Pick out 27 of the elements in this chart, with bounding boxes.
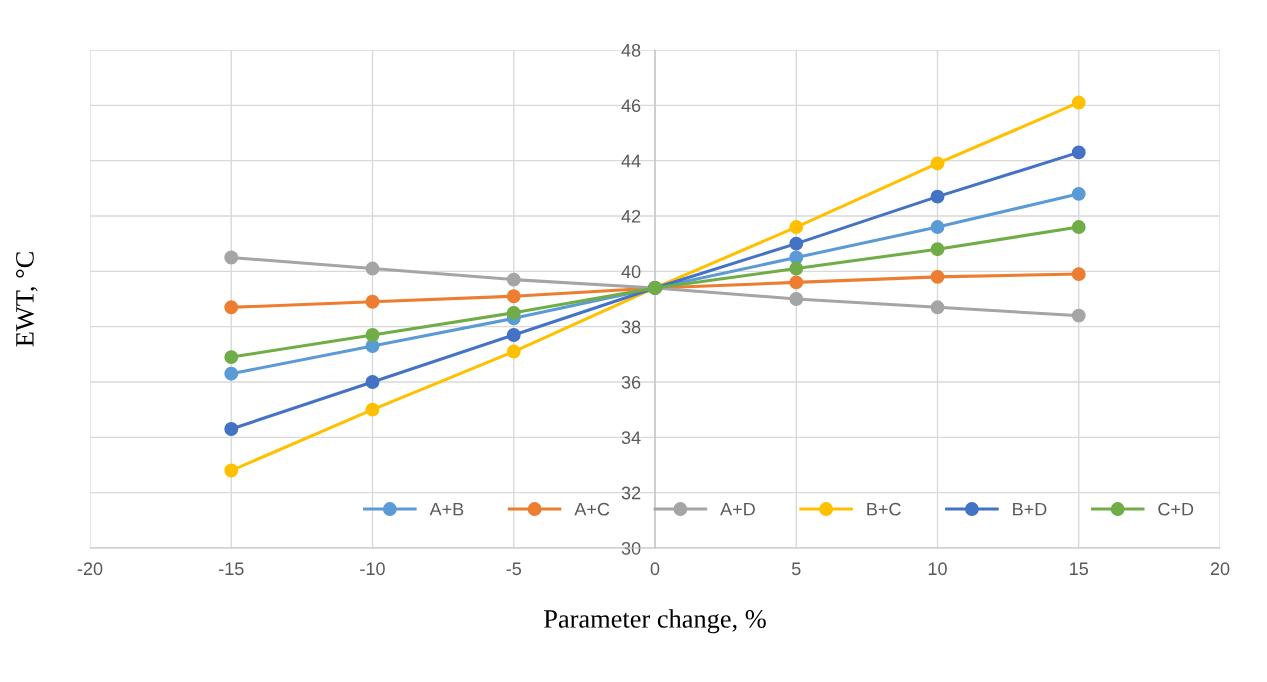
x-tick-label: -20 [77,562,103,576]
x-tick-label: 5 [791,562,801,576]
legend-label: C+D [1158,502,1194,516]
y-tick-label: 46 [621,99,641,113]
legend-label: A+B [429,502,464,516]
legend-label: B+C [867,502,901,516]
x-tick-label: -5 [506,562,522,576]
x-tick-label: 15 [1070,562,1089,576]
legend-label: A+D [720,502,755,516]
y-tick-label: 30 [621,541,641,555]
y-tick-label: 34 [621,431,641,445]
x-axis-title: Parameter change, % [544,609,766,634]
y-tick-label: 36 [621,375,641,389]
legend-label: A+C [574,502,610,516]
y-tick-label: 40 [621,265,641,279]
x-tick-label: -15 [219,562,244,576]
x-tick-label: 20 [1210,562,1230,576]
x-tick-label: 10 [928,562,947,576]
y-tick-label: 48 [621,43,641,57]
y-tick-label: 38 [621,320,641,334]
x-tick-label: -10 [360,562,385,576]
y-tick-label: 32 [621,486,641,500]
x-tick-label: 0 [650,562,660,576]
legend-label: B+D [1013,502,1047,516]
y-tick-label: 42 [621,209,641,223]
y-axis-title: EWT, °C [15,252,38,347]
y-tick-label: 44 [621,154,641,168]
